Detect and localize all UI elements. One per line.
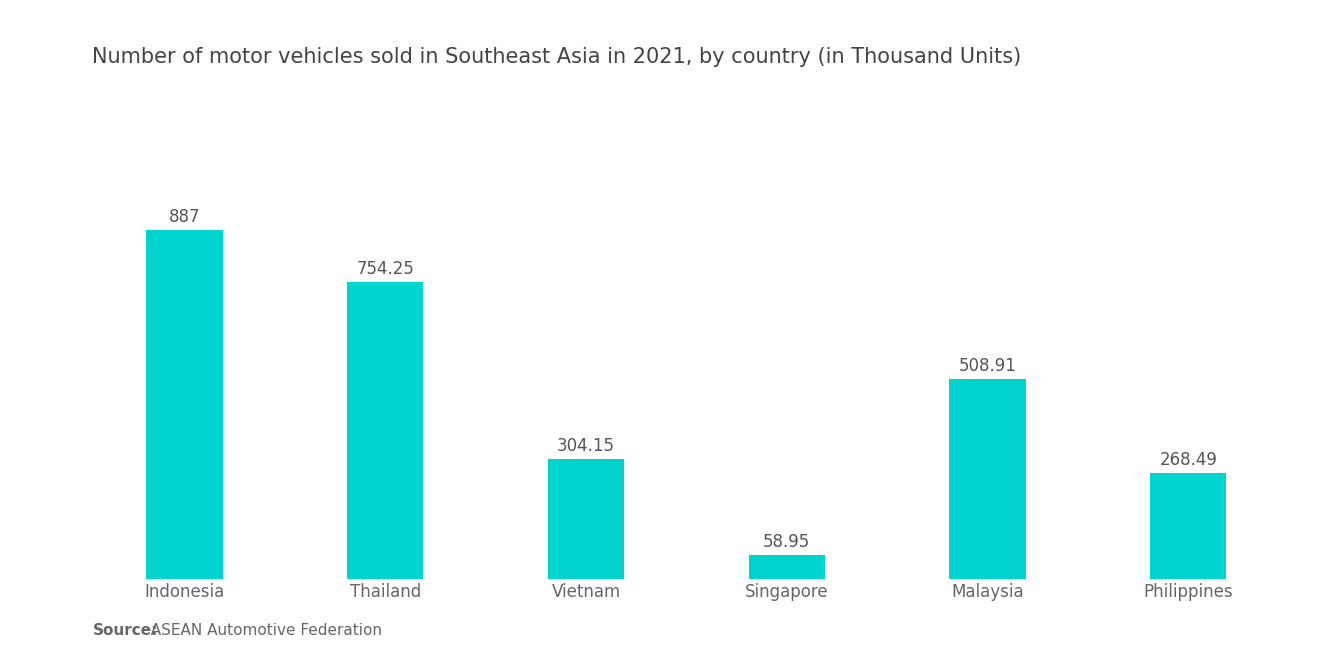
Text: Number of motor vehicles sold in Southeast Asia in 2021, by country (in Thousand: Number of motor vehicles sold in Southea… <box>92 47 1022 66</box>
Text: 508.91: 508.91 <box>958 357 1016 375</box>
Text: 268.49: 268.49 <box>1159 451 1217 469</box>
Bar <box>949 379 1026 579</box>
Text: 304.15: 304.15 <box>557 437 615 456</box>
Bar <box>1150 473 1226 579</box>
Text: ASEAN Automotive Federation: ASEAN Automotive Federation <box>141 623 383 638</box>
Text: 887: 887 <box>169 208 201 226</box>
Text: 58.95: 58.95 <box>763 533 810 551</box>
Text: 754.25: 754.25 <box>356 261 414 279</box>
Bar <box>748 555 825 579</box>
Bar <box>147 230 223 579</box>
Text: Source:: Source: <box>92 623 158 638</box>
Bar <box>347 283 424 579</box>
Bar <box>548 459 624 579</box>
